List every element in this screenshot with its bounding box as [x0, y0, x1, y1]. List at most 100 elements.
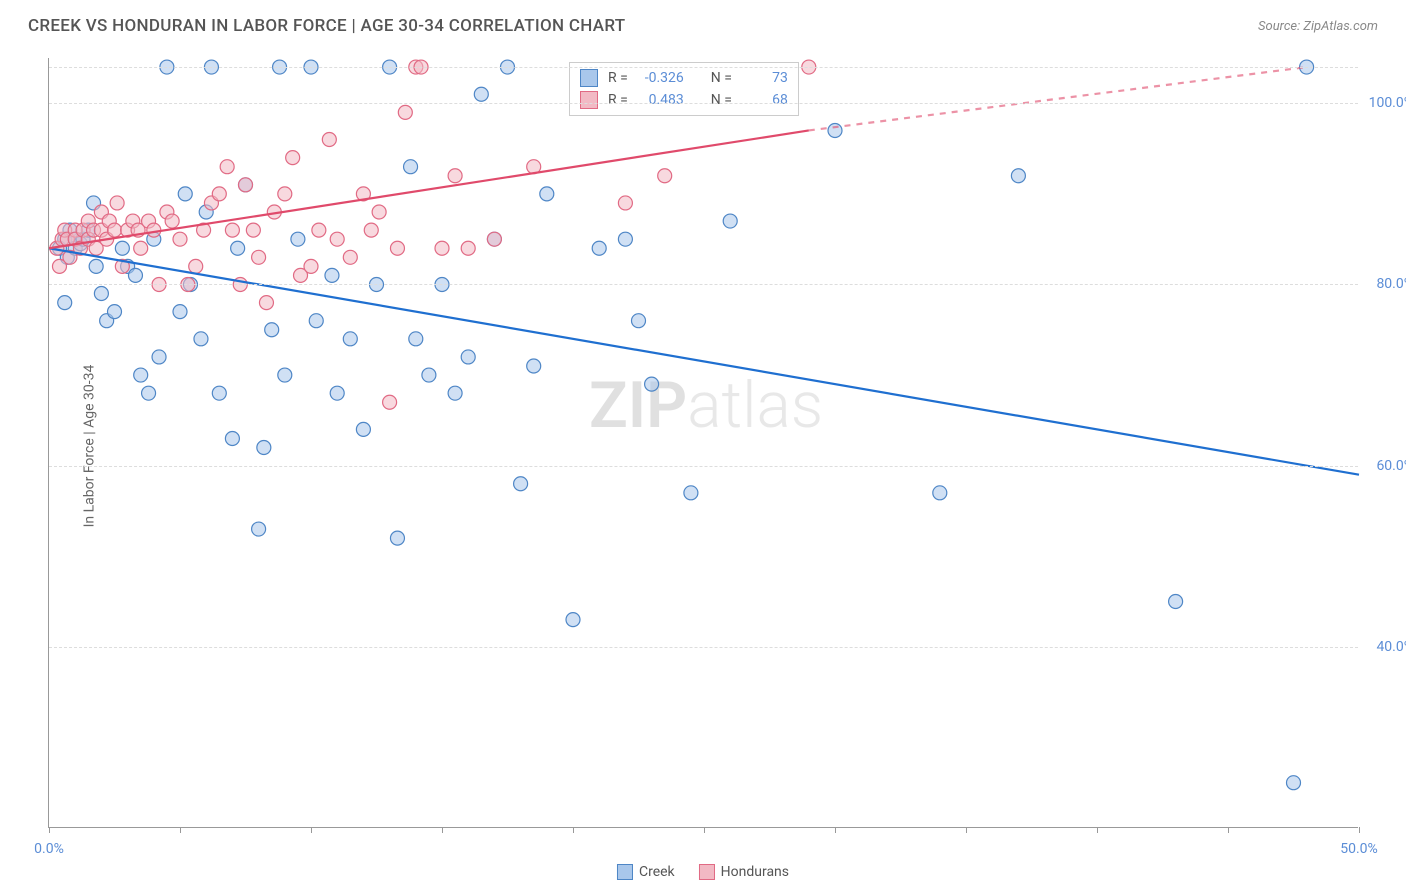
y-tick-label: 100.0% [1369, 95, 1406, 111]
scatter-point [225, 223, 239, 237]
scatter-point [1011, 169, 1025, 183]
scatter-point [231, 241, 245, 255]
chart-svg [49, 58, 1358, 827]
x-tick [311, 827, 312, 833]
scatter-point [448, 169, 462, 183]
scatter-point [147, 223, 161, 237]
x-tick [1228, 827, 1229, 833]
scatter-point [487, 232, 501, 246]
scatter-point [322, 133, 336, 147]
stat-r-label: R = [608, 92, 628, 108]
scatter-point [128, 268, 142, 282]
scatter-point [592, 241, 606, 255]
scatter-point [645, 377, 659, 391]
scatter-point [173, 232, 187, 246]
y-tick-label: 40.0% [1376, 639, 1406, 655]
gridline-h [49, 103, 1358, 104]
scatter-point [325, 268, 339, 282]
scatter-point [212, 386, 226, 400]
scatter-point [1287, 776, 1301, 790]
scatter-point [684, 486, 698, 500]
scatter-point [265, 323, 279, 337]
scatter-point [330, 386, 344, 400]
scatter-point [94, 287, 108, 301]
stats-row: R =-0.326 N =73 [580, 67, 788, 89]
legend-item: Hondurans [699, 864, 789, 880]
scatter-point [220, 160, 234, 174]
stats-row: R =0.483 N =68 [580, 89, 788, 111]
gridline-h [49, 466, 1358, 467]
x-tick [704, 827, 705, 833]
scatter-point [108, 223, 122, 237]
legend-bottom: Creek Hondurans [617, 864, 789, 880]
chart-header: CREEK VS HONDURAN IN LABOR FORCE | AGE 3… [0, 0, 1406, 48]
scatter-point [461, 350, 475, 364]
scatter-point [330, 232, 344, 246]
correlation-stats-box: R =-0.326 N =73R =0.483 N =68 [569, 62, 799, 116]
x-tick [573, 827, 574, 833]
scatter-point [212, 187, 226, 201]
y-tick-label: 80.0% [1376, 276, 1406, 292]
scatter-point [723, 214, 737, 228]
scatter-point [461, 241, 475, 255]
scatter-point [246, 223, 260, 237]
scatter-point [933, 486, 947, 500]
scatter-point [1169, 595, 1183, 609]
scatter-point [252, 522, 266, 536]
scatter-point [252, 250, 266, 264]
trend-line [49, 248, 1359, 474]
scatter-point [173, 305, 187, 319]
legend-swatch [699, 864, 715, 880]
chart-title: CREEK VS HONDURAN IN LABOR FORCE | AGE 3… [28, 16, 625, 36]
scatter-point [89, 259, 103, 273]
stat-n-label: N = [711, 92, 732, 108]
scatter-point [343, 332, 357, 346]
scatter-point [632, 314, 646, 328]
scatter-point [108, 305, 122, 319]
scatter-point [312, 223, 326, 237]
scatter-point [134, 368, 148, 382]
scatter-point [514, 477, 528, 491]
scatter-point [152, 350, 166, 364]
scatter-point [540, 187, 554, 201]
scatter-point [291, 232, 305, 246]
scatter-point [58, 296, 72, 310]
gridline-h [49, 647, 1358, 648]
scatter-point [225, 431, 239, 445]
source-label: Source: ZipAtlas.com [1258, 19, 1378, 34]
x-tick [1097, 827, 1098, 833]
scatter-point [618, 196, 632, 210]
trend-line-dashed [809, 67, 1307, 130]
x-tick [49, 827, 50, 833]
scatter-point [448, 386, 462, 400]
y-tick-label: 60.0% [1376, 458, 1406, 474]
scatter-point [278, 187, 292, 201]
scatter-point [828, 123, 842, 137]
x-tick [180, 827, 181, 833]
scatter-point [257, 441, 271, 455]
x-tick [966, 827, 967, 833]
scatter-point [194, 332, 208, 346]
scatter-point [618, 232, 632, 246]
scatter-point [134, 241, 148, 255]
legend-swatch [617, 864, 633, 880]
scatter-point [527, 359, 541, 373]
scatter-point [178, 187, 192, 201]
scatter-point [239, 178, 253, 192]
x-tick [442, 827, 443, 833]
scatter-point [474, 87, 488, 101]
scatter-point [343, 250, 357, 264]
scatter-point [278, 368, 292, 382]
scatter-point [286, 151, 300, 165]
scatter-point [390, 241, 404, 255]
x-tick-label: 50.0% [1340, 841, 1378, 857]
scatter-point [356, 422, 370, 436]
gridline-h [49, 284, 1358, 285]
trend-line [49, 130, 809, 248]
plot-area: ZIPatlas R =-0.326 N =73R =0.483 N =68 4… [48, 58, 1358, 828]
scatter-point [304, 259, 318, 273]
scatter-point [259, 296, 273, 310]
stat-r-value: 0.483 [638, 92, 684, 108]
legend-label: Creek [639, 864, 675, 880]
gridline-h [49, 67, 1358, 68]
